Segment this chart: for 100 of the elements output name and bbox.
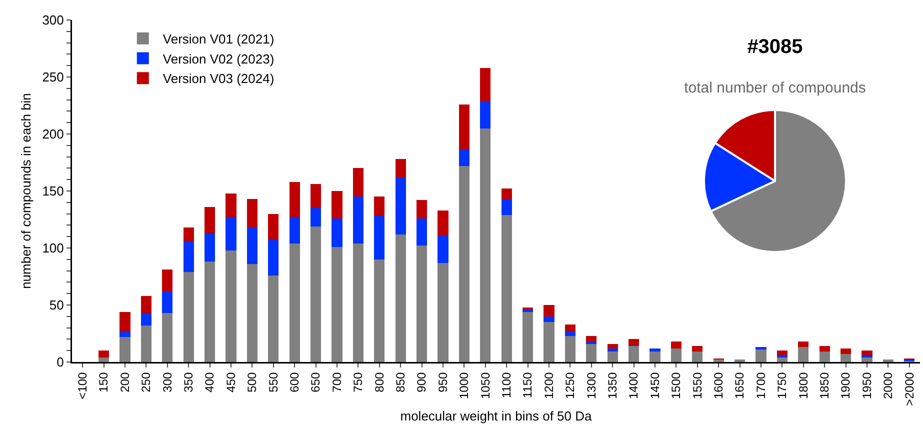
x-tick-label: 1100 bbox=[500, 372, 514, 398]
x-tick-label: 1050 bbox=[478, 372, 492, 400]
bar bbox=[776, 357, 788, 362]
bar bbox=[416, 200, 428, 218]
x-tick-label: 1300 bbox=[584, 372, 598, 400]
bar bbox=[183, 241, 194, 272]
y-tick-label: 300 bbox=[42, 12, 64, 28]
bar bbox=[522, 312, 534, 362]
legend-label: Version V02 (2023) bbox=[162, 51, 274, 66]
x-tick-label: 1200 bbox=[542, 372, 556, 400]
x-tick-label: 650 bbox=[308, 372, 323, 392]
bar bbox=[204, 262, 216, 362]
bar bbox=[246, 198, 258, 228]
x-tick-label: 1950 bbox=[860, 372, 874, 400]
bar bbox=[289, 182, 300, 218]
x-tick-label: 700 bbox=[330, 372, 344, 392]
bar bbox=[395, 234, 406, 362]
bar bbox=[246, 227, 258, 264]
x-tick-label: 1350 bbox=[606, 372, 620, 400]
bar bbox=[458, 104, 470, 149]
bar bbox=[480, 100, 491, 128]
bar bbox=[374, 216, 385, 260]
x-tick-label: 950 bbox=[436, 372, 450, 392]
bar bbox=[140, 326, 152, 362]
bar bbox=[776, 350, 788, 356]
bar bbox=[395, 177, 406, 234]
bar bbox=[120, 336, 130, 362]
bar bbox=[374, 196, 385, 216]
x-tick-label: 450 bbox=[224, 372, 238, 392]
y-tick-label: 150 bbox=[42, 184, 64, 199]
bar bbox=[310, 208, 322, 226]
x-tick-label: 350 bbox=[182, 372, 196, 392]
bar bbox=[544, 316, 554, 322]
bar bbox=[374, 259, 385, 362]
bar bbox=[226, 193, 236, 218]
bar bbox=[840, 354, 852, 362]
x-tick-label: 750 bbox=[351, 372, 366, 392]
bar bbox=[862, 357, 872, 362]
x-tick-label: 550 bbox=[266, 372, 280, 392]
bar bbox=[289, 217, 300, 244]
bar bbox=[564, 331, 576, 336]
bar bbox=[438, 210, 448, 236]
bar bbox=[162, 291, 173, 313]
x-tick-label: 1700 bbox=[754, 372, 768, 400]
bar bbox=[564, 336, 576, 362]
x-tick-label: 1500 bbox=[669, 372, 684, 400]
bar bbox=[289, 243, 300, 362]
legend-label: Version V03 (2024) bbox=[162, 71, 274, 86]
bar bbox=[480, 128, 491, 362]
bar bbox=[798, 341, 809, 348]
bar bbox=[246, 264, 258, 362]
bar bbox=[650, 348, 660, 352]
bar bbox=[586, 341, 597, 344]
bar bbox=[756, 349, 766, 362]
bar bbox=[352, 168, 364, 197]
bar bbox=[310, 184, 322, 208]
x-tick-label: 1400 bbox=[626, 372, 641, 400]
x-tick-label: 1000 bbox=[457, 372, 472, 400]
x-tick-label: 850 bbox=[394, 372, 408, 392]
bar bbox=[607, 344, 618, 348]
bar bbox=[564, 324, 576, 332]
y-tick-label: 50 bbox=[49, 298, 64, 313]
bar bbox=[332, 218, 342, 247]
bar bbox=[98, 350, 110, 358]
bar bbox=[862, 350, 872, 356]
bar bbox=[140, 312, 152, 326]
x-tick-label: 1250 bbox=[563, 372, 578, 400]
bar bbox=[692, 352, 703, 362]
x-tick-label: 800 bbox=[372, 372, 386, 392]
bar bbox=[120, 331, 130, 337]
x-tick-label: 1550 bbox=[690, 372, 704, 400]
bar bbox=[395, 159, 406, 178]
bar bbox=[332, 191, 342, 218]
x-tick-label: 250 bbox=[139, 372, 154, 392]
bar bbox=[268, 214, 279, 240]
chart-subtitle: total number of compounds bbox=[684, 79, 866, 96]
bar bbox=[798, 347, 809, 362]
legend-label: Version V01 (2021) bbox=[162, 31, 274, 46]
bar bbox=[120, 312, 130, 332]
bar bbox=[628, 339, 640, 345]
x-tick-label: <100 bbox=[76, 372, 90, 400]
bar bbox=[819, 352, 830, 362]
x-tick-label: 400 bbox=[202, 372, 217, 392]
bar bbox=[416, 246, 428, 362]
bar bbox=[458, 166, 470, 362]
bar bbox=[819, 346, 830, 352]
x-tick-label: 300 bbox=[160, 372, 174, 392]
bar bbox=[840, 348, 852, 354]
x-axis-title: molecular weight in bins of 50 Da bbox=[400, 408, 593, 424]
y-tick-label: 200 bbox=[42, 126, 64, 142]
y-tick-label: 100 bbox=[42, 240, 64, 256]
bar bbox=[501, 214, 512, 362]
bar bbox=[268, 275, 279, 362]
bar bbox=[480, 68, 491, 101]
x-tick-label: 1650 bbox=[732, 372, 747, 400]
bar bbox=[183, 227, 194, 242]
bar bbox=[204, 233, 216, 262]
bar bbox=[268, 240, 279, 276]
x-tick-label: 900 bbox=[414, 372, 429, 392]
bar bbox=[183, 272, 194, 362]
